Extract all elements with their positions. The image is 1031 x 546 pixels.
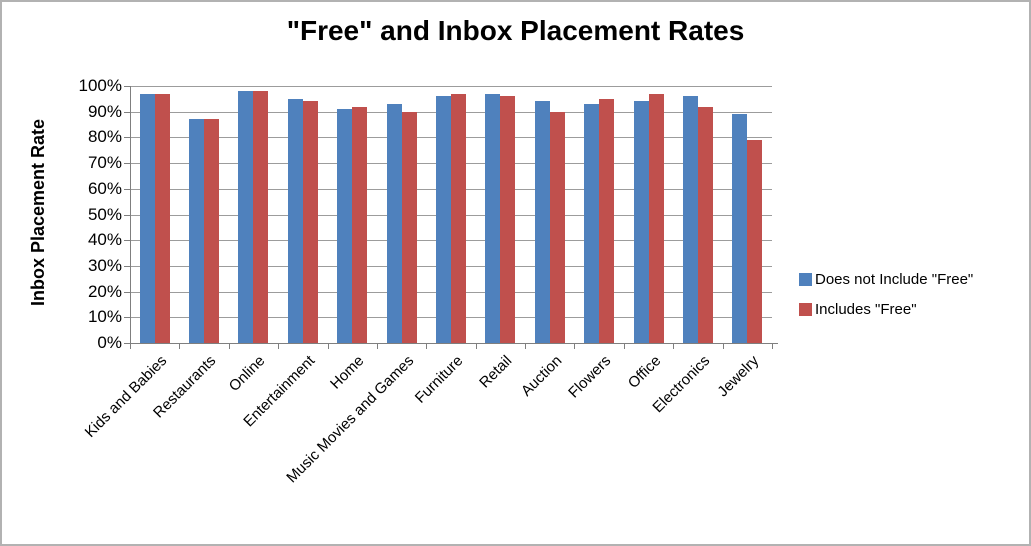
x-axis-tick (723, 344, 724, 349)
x-axis-tick (179, 344, 180, 349)
bar-home-s0 (337, 109, 353, 343)
y-axis-tick (124, 292, 130, 293)
bar-music-movies-and-games-s1 (401, 112, 417, 343)
y-axis-tick (124, 86, 130, 87)
y-tick-label: 100% (78, 76, 122, 95)
bar-retail-s1 (500, 96, 516, 343)
legend-item: Includes "Free" (799, 301, 973, 318)
y-tick-label: 30% (87, 256, 122, 275)
y-axis-tick (124, 189, 130, 190)
bar-flowers-s1 (599, 99, 615, 343)
x-axis-line (124, 343, 778, 344)
x-category-label: Kids and Babies (81, 352, 171, 441)
y-tick-label: 40% (87, 230, 122, 249)
y-axis-tick (124, 240, 130, 241)
bar-furniture-s1 (451, 94, 466, 343)
x-axis-tick (772, 344, 773, 349)
x-axis-tick (426, 344, 427, 349)
y-axis-tick (124, 266, 130, 267)
bar-office-s1 (648, 94, 664, 343)
legend-item: Does not Include "Free" (799, 271, 974, 288)
chart-title: "Free" and Inbox Placement Rates (286, 15, 745, 46)
bar-office-s0 (633, 101, 649, 343)
plot-area (124, 86, 778, 349)
y-tick-label: 60% (87, 179, 122, 198)
legend-swatch-icon (799, 303, 812, 316)
x-axis-tick (229, 344, 230, 349)
legend-label: Includes "Free" (815, 301, 917, 318)
bar-online-s0 (238, 91, 254, 343)
y-tick-label: 10% (87, 307, 122, 326)
bar-jewelry-s1 (747, 140, 763, 343)
x-axis-tick (130, 344, 131, 349)
y-tick-label: 20% (87, 282, 122, 301)
x-axis-tick (673, 344, 674, 349)
x-axis-tick (624, 344, 625, 349)
bar-restaurants-s0 (189, 119, 205, 343)
x-axis-tick (476, 344, 477, 349)
bar-auction-s1 (549, 112, 565, 343)
y-axis-line (130, 86, 131, 348)
x-axis-tick (377, 344, 378, 349)
y-axis-tick (124, 112, 130, 113)
bar-kids-and-babies-s0 (139, 94, 155, 343)
y-tick-label: 90% (87, 102, 122, 121)
y-tick-label: 50% (87, 205, 122, 224)
bar-electronics-s1 (697, 107, 713, 343)
y-tick-label: 80% (87, 127, 122, 146)
gridline (130, 86, 772, 87)
bar-restaurants-s1 (204, 119, 220, 343)
y-tick-label: 70% (87, 153, 122, 172)
bar-jewelry-s0 (732, 114, 748, 343)
legend-label: Does not Include "Free" (815, 271, 974, 288)
legend-swatch-icon (799, 273, 812, 286)
bar-entertainment-s0 (287, 99, 303, 343)
bar-music-movies-and-games-s0 (386, 104, 402, 343)
x-axis-tick (328, 344, 329, 349)
y-axis-tick (124, 317, 130, 318)
bar-auction-s0 (534, 101, 550, 343)
bar-electronics-s0 (682, 96, 698, 343)
bar-kids-and-babies-s1 (154, 94, 170, 343)
bar-flowers-s0 (584, 104, 600, 343)
bar-furniture-s0 (436, 96, 451, 343)
bar-entertainment-s1 (302, 101, 318, 343)
x-axis-tick (278, 344, 279, 349)
y-axis-tick (124, 215, 130, 216)
x-axis-tick (525, 344, 526, 349)
bar-home-s1 (352, 107, 368, 343)
x-axis-tick (574, 344, 575, 349)
legend: Does not Include "Free" Includes "Free" (799, 271, 974, 332)
y-axis-tick (124, 137, 130, 138)
bar-online-s1 (253, 91, 269, 343)
y-axis-tick (124, 163, 130, 164)
bar-retail-s0 (485, 94, 501, 343)
y-tick-label: 0% (97, 333, 122, 352)
